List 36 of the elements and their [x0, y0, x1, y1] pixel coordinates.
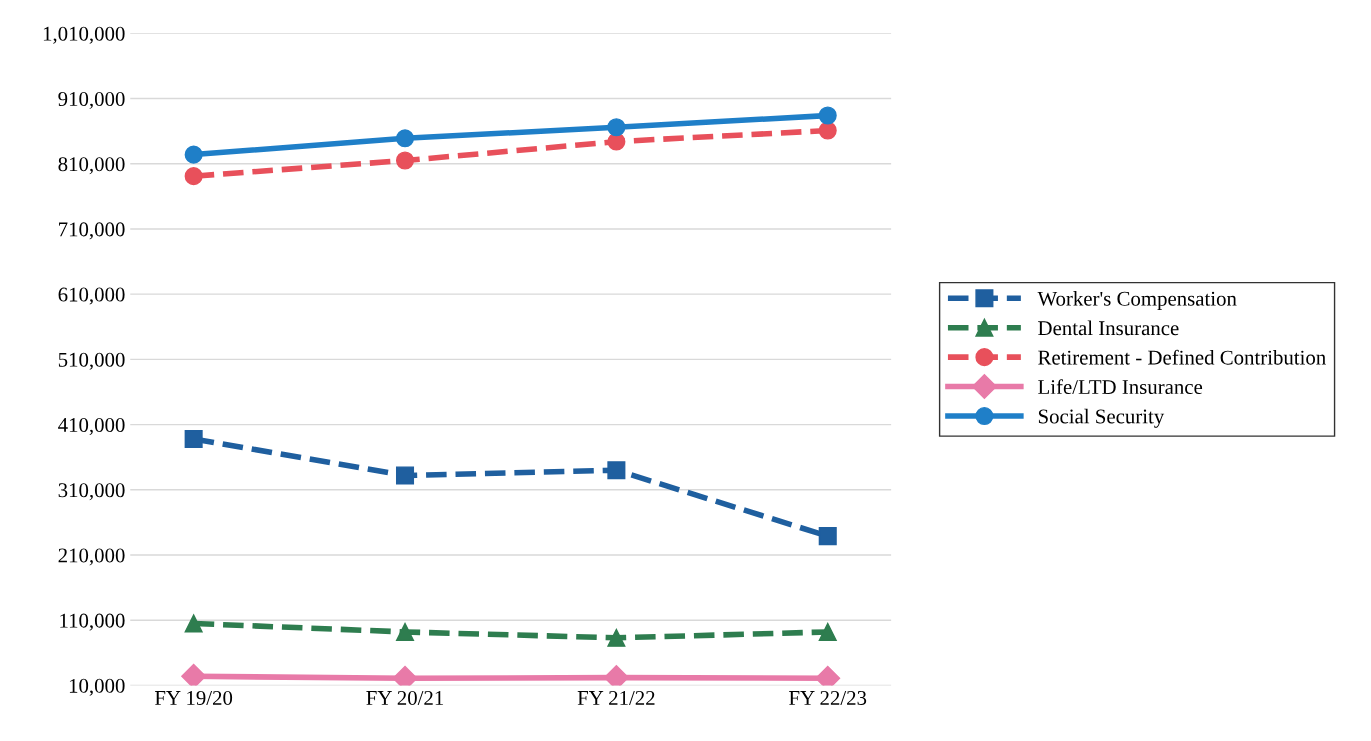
y-tick-label: 10,000: [69, 678, 125, 696]
point: [607, 461, 626, 480]
y-tick-label: 510,000: [58, 352, 125, 370]
y-tick-label: 710,000: [59, 222, 125, 240]
point: [184, 167, 203, 186]
point: [395, 129, 415, 148]
point: [818, 121, 837, 140]
point: [395, 466, 415, 485]
point: [818, 106, 837, 125]
legend-label: Dental Insurance: [1038, 320, 1179, 336]
point: [184, 614, 203, 633]
y-tick-label: 1,010,000: [43, 26, 125, 44]
point: [607, 118, 626, 137]
legend-label: Retirement - Defined Contribution: [1038, 349, 1326, 365]
point: [184, 429, 203, 448]
y-tick-label: 110,000: [60, 613, 125, 631]
x-tick-label: FY 21/22: [577, 690, 655, 705]
y-tick-label: 410,000: [58, 417, 125, 436]
legend-label: Social Security: [1038, 408, 1165, 428]
x-tick-label: FY 20/21: [366, 690, 444, 705]
point: [818, 622, 837, 641]
y-tick-label: 610,000: [58, 287, 125, 305]
point: [607, 628, 626, 647]
x-tick-label: FY 22/23: [789, 690, 867, 705]
point: [395, 151, 415, 170]
y-tick-label: 310,000: [58, 483, 125, 501]
y-tick-label: 910,000: [58, 91, 125, 109]
point: [395, 622, 415, 641]
y-tick-label: 210,000: [58, 548, 125, 566]
point: [181, 663, 207, 686]
point: [818, 527, 837, 546]
x-tick-label: FY 19/20: [155, 690, 233, 705]
point: [184, 145, 203, 164]
legend-label: Life/LTD Insurance: [1038, 379, 1203, 395]
legend-label: Worker's Compensation: [1037, 291, 1237, 310]
y-tick-label: 810,000: [58, 157, 125, 175]
